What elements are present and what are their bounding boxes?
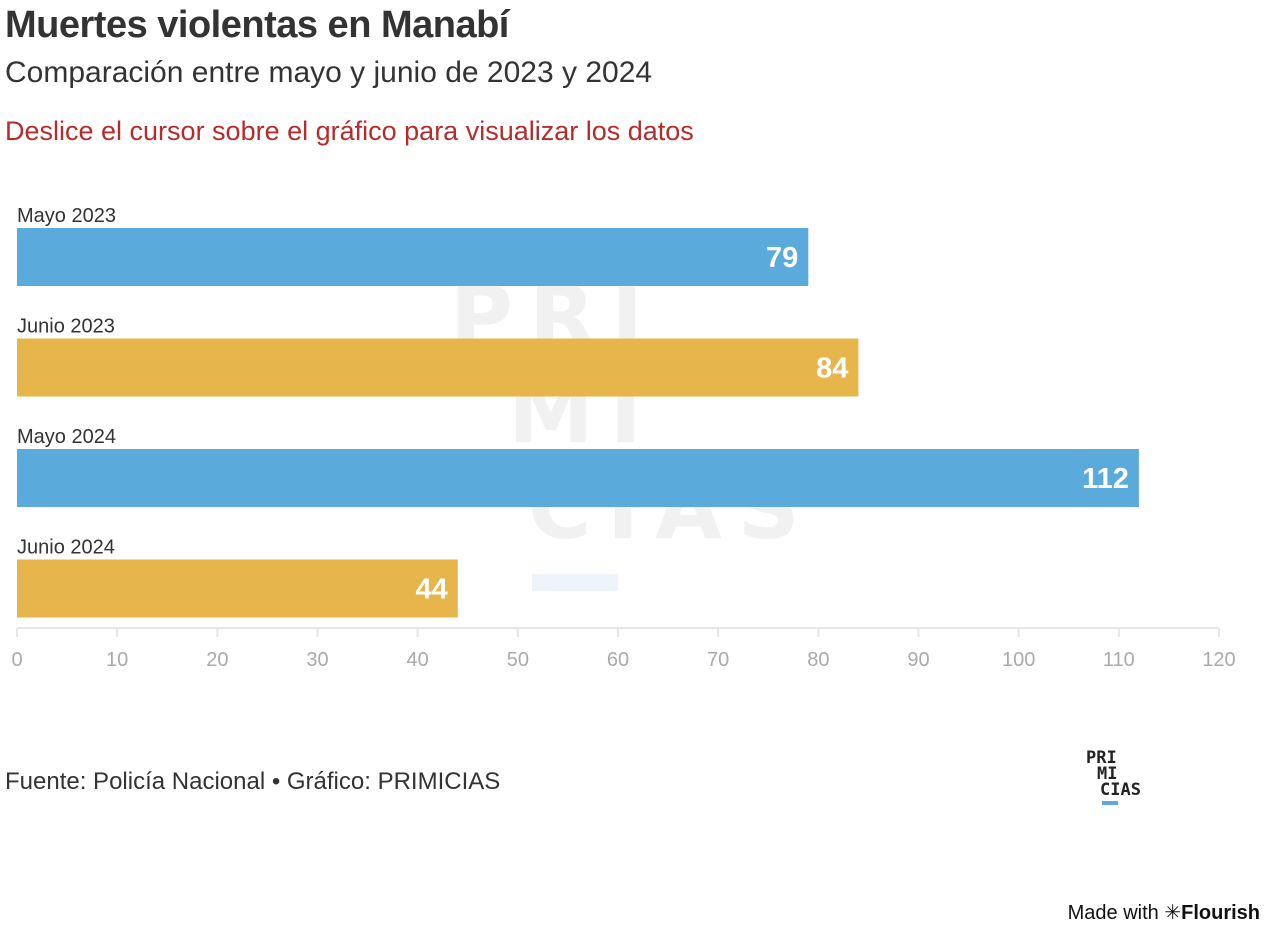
category-label: Junio 2023 [17, 316, 115, 338]
x-tick-label: 60 [607, 649, 629, 671]
x-tick-label: 90 [907, 649, 929, 671]
chart-subtitle: Comparación entre mayo y junio de 2023 y… [5, 56, 653, 89]
primicias-logo: PRI MI CIAS [1086, 750, 1156, 805]
category-label: Mayo 2023 [17, 205, 116, 227]
chart-title: Muertes violentas en Manabí [5, 4, 509, 46]
x-tick-label: 100 [1002, 649, 1035, 671]
made-with-label: Made with [1067, 902, 1159, 924]
bar-value-label: 112 [1082, 463, 1129, 495]
bar-value-label: 84 [816, 353, 848, 385]
logo-line: PRI [1086, 748, 1117, 768]
x-tick-label: 20 [206, 649, 228, 671]
x-tick-label: 0 [11, 649, 22, 671]
bar[interactable] [17, 449, 1139, 507]
x-tick-label: 30 [306, 649, 328, 671]
x-tick-label: 10 [106, 649, 128, 671]
x-tick-label: 120 [1202, 649, 1235, 671]
logo-line: MI [1097, 764, 1118, 784]
source-note: Fuente: Policía Nacional • Gráfico: PRIM… [5, 768, 501, 795]
logo-line: CIAS [1100, 780, 1141, 800]
bar[interactable] [17, 228, 809, 286]
asterisk-icon: ✳ [1164, 902, 1182, 924]
x-tick-label: 80 [807, 649, 829, 671]
made-with-flourish-link[interactable]: Made with ✳Flourish [1068, 900, 1260, 925]
logo-accent [1102, 801, 1118, 805]
x-tick-label: 50 [507, 649, 529, 671]
hover-hint: Deslice el cursor sobre el gráfico para … [5, 116, 694, 146]
category-label: Junio 2024 [17, 537, 115, 559]
bar-value-label: 44 [415, 574, 447, 606]
x-tick-label: 70 [707, 649, 729, 671]
flourish-brand: Flourish [1181, 902, 1260, 924]
x-tick-label: 40 [407, 649, 429, 671]
bar-chart[interactable]: Mayo 2023 79 Junio 2023 84 Mayo 2024 112 Junio… [0, 180, 1270, 700]
bar[interactable] [17, 559, 458, 618]
bar[interactable] [17, 338, 859, 397]
x-tick-label: 110 [1103, 649, 1135, 671]
category-label: Mayo 2024 [17, 426, 116, 448]
bar-value-label: 79 [766, 242, 798, 274]
